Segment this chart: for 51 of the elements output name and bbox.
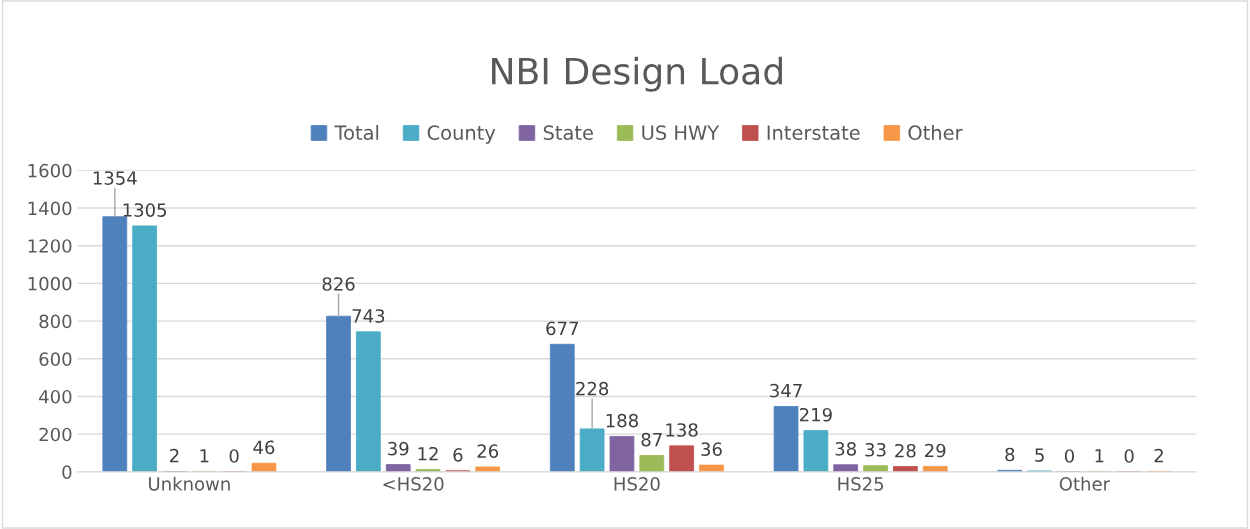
data-label: 219	[799, 407, 832, 422]
y-tick-label: 200	[39, 427, 72, 442]
data-label: 33	[865, 442, 886, 457]
legend-label: US HWY	[642, 125, 720, 141]
data-label: 2	[170, 448, 179, 463]
data-label: 36	[701, 442, 722, 457]
data-label: 138	[666, 423, 698, 437]
x-tick-label: HS20	[614, 477, 660, 491]
data-label: 46	[253, 440, 275, 455]
data-label: 0	[1124, 449, 1134, 463]
data-label: 0	[1064, 449, 1074, 463]
data-label: 347	[770, 383, 802, 398]
data-label: 2	[1154, 448, 1163, 463]
y-tick-label: 1000	[28, 276, 72, 291]
y-tick-label: 0	[62, 465, 72, 479]
data-label: 5	[1035, 448, 1044, 462]
data-label: 8	[1005, 447, 1015, 462]
x-tick-label: Unknown	[149, 476, 230, 491]
data-label: 12	[418, 446, 438, 461]
x-tick-label: HS25	[838, 477, 884, 491]
legend-label: County	[427, 125, 496, 144]
data-label: 228	[576, 381, 609, 396]
y-tick-label: 600	[39, 352, 72, 366]
data-label: 1	[200, 449, 209, 463]
data-label: 6	[453, 448, 463, 462]
data-label: 28	[895, 443, 916, 458]
data-label: 826	[322, 277, 355, 291]
y-tick-label: 1600	[28, 163, 72, 178]
data-label: 1305	[123, 203, 167, 217]
data-label: 39	[388, 441, 409, 456]
data-label: 188	[606, 413, 638, 428]
legend-label: State	[543, 125, 593, 141]
legend-label: Total	[334, 124, 379, 141]
data-label: 87	[641, 432, 662, 447]
y-tick-label: 800	[39, 314, 72, 329]
legend-label: Interstate	[767, 125, 860, 141]
y-tick-label: 1400	[28, 201, 72, 216]
data-label: 743	[352, 309, 385, 323]
x-tick-label: <HS20	[383, 477, 444, 491]
data-label: 38	[835, 442, 856, 456]
x-tick-label: Other	[1059, 476, 1111, 491]
data-label: 1354	[93, 171, 137, 185]
data-label: 1	[1095, 449, 1104, 463]
data-label: 677	[546, 321, 578, 336]
legend-label: Other	[908, 124, 963, 141]
data-label: 0	[229, 449, 239, 463]
y-tick-label: 1200	[28, 239, 72, 253]
chart-title: NBI Design Load	[492, 56, 782, 92]
y-tick-label: 400	[39, 389, 72, 404]
data-label: 26	[477, 444, 499, 458]
data-label: 29	[925, 443, 946, 458]
